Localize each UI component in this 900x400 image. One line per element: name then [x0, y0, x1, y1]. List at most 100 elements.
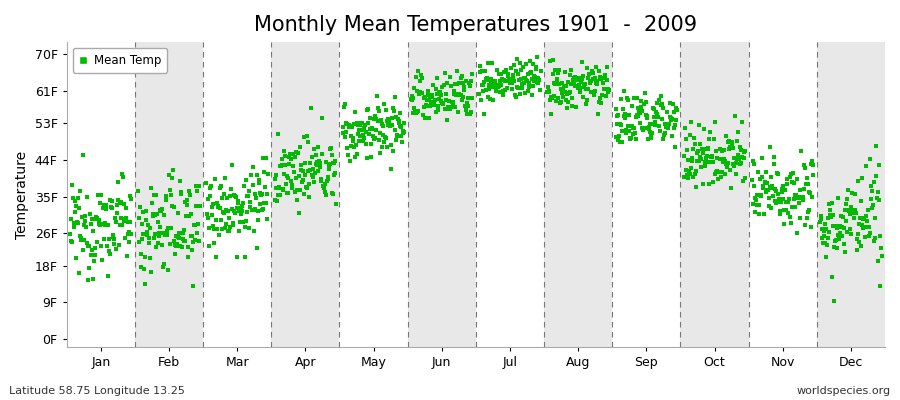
Point	[687, 134, 701, 141]
Point	[281, 190, 295, 197]
Point	[646, 104, 661, 111]
Point	[627, 95, 642, 101]
Point	[484, 76, 499, 82]
Point	[519, 77, 534, 84]
Point	[136, 209, 150, 216]
Point	[179, 202, 194, 208]
Point	[476, 88, 491, 94]
Point	[175, 244, 189, 250]
Point	[770, 170, 784, 176]
Point	[587, 92, 601, 98]
Point	[102, 235, 116, 242]
Bar	[680, 42, 749, 347]
Point	[542, 89, 556, 96]
Point	[793, 187, 807, 193]
Point	[544, 110, 559, 117]
Point	[507, 78, 521, 84]
Point	[74, 234, 88, 241]
Point	[567, 81, 581, 88]
Point	[392, 110, 407, 117]
Point	[356, 138, 371, 144]
Point	[712, 169, 726, 176]
Point	[611, 112, 625, 118]
Point	[452, 91, 466, 98]
Point	[822, 229, 836, 235]
Point	[577, 84, 591, 91]
Point	[759, 189, 773, 195]
Point	[498, 86, 512, 93]
Point	[735, 178, 750, 184]
Point	[637, 101, 652, 108]
Point	[850, 246, 864, 253]
Point	[438, 69, 453, 76]
Point	[509, 84, 524, 91]
Point	[395, 129, 410, 136]
Point	[449, 81, 464, 87]
Point	[574, 78, 589, 85]
Point	[575, 59, 590, 65]
Point	[393, 133, 408, 139]
Point	[626, 125, 641, 132]
Point	[374, 150, 388, 157]
Point	[762, 195, 777, 201]
Point	[852, 221, 867, 228]
Point	[773, 211, 788, 217]
Point	[842, 210, 857, 217]
Point	[751, 192, 765, 198]
Point	[356, 132, 370, 138]
Point	[821, 235, 835, 242]
Point	[184, 233, 198, 239]
Point	[114, 215, 129, 221]
Point	[186, 283, 201, 289]
Point	[832, 230, 847, 236]
Point	[212, 232, 226, 238]
Point	[747, 183, 761, 190]
Point	[520, 88, 535, 94]
Point	[200, 211, 214, 218]
Point	[577, 80, 591, 87]
Point	[526, 61, 540, 68]
Point	[304, 172, 319, 179]
Point	[121, 219, 135, 225]
Point	[781, 199, 796, 205]
Point	[862, 230, 877, 236]
Point	[424, 98, 438, 105]
Point	[612, 132, 626, 139]
Point	[391, 115, 405, 122]
Point	[531, 80, 545, 87]
Point	[541, 84, 555, 90]
Point	[358, 140, 373, 147]
Point	[246, 182, 260, 188]
Point	[366, 136, 381, 142]
Point	[655, 105, 670, 111]
Point	[485, 84, 500, 90]
Point	[300, 185, 314, 191]
Point	[442, 98, 456, 104]
Point	[642, 124, 656, 130]
Point	[293, 144, 308, 150]
Point	[240, 209, 255, 215]
Point	[772, 196, 787, 203]
Point	[430, 91, 445, 97]
Point	[349, 120, 364, 126]
Point	[397, 120, 411, 126]
Point	[483, 80, 498, 87]
Point	[691, 158, 706, 164]
Point	[835, 233, 850, 239]
Point	[294, 167, 309, 174]
Point	[339, 128, 354, 135]
Point	[560, 90, 574, 97]
Point	[716, 159, 730, 165]
Point	[547, 81, 562, 88]
Point	[572, 74, 586, 81]
Point	[234, 211, 248, 218]
Point	[464, 78, 478, 84]
Point	[80, 242, 94, 249]
Point	[419, 97, 434, 104]
Point	[819, 226, 833, 232]
Bar	[544, 42, 612, 347]
Point	[705, 154, 719, 160]
Point	[680, 146, 695, 153]
Point	[730, 156, 744, 162]
Point	[183, 191, 197, 198]
